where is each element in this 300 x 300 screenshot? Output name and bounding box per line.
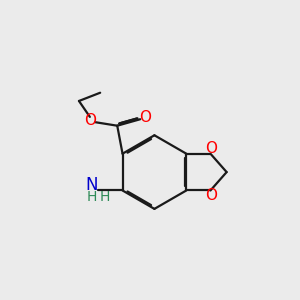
Text: O: O: [84, 112, 96, 128]
Text: H: H: [87, 190, 97, 204]
Text: O: O: [205, 141, 217, 156]
Text: H: H: [100, 190, 110, 204]
Text: N: N: [86, 176, 98, 194]
Text: O: O: [139, 110, 151, 125]
Text: O: O: [205, 188, 217, 203]
